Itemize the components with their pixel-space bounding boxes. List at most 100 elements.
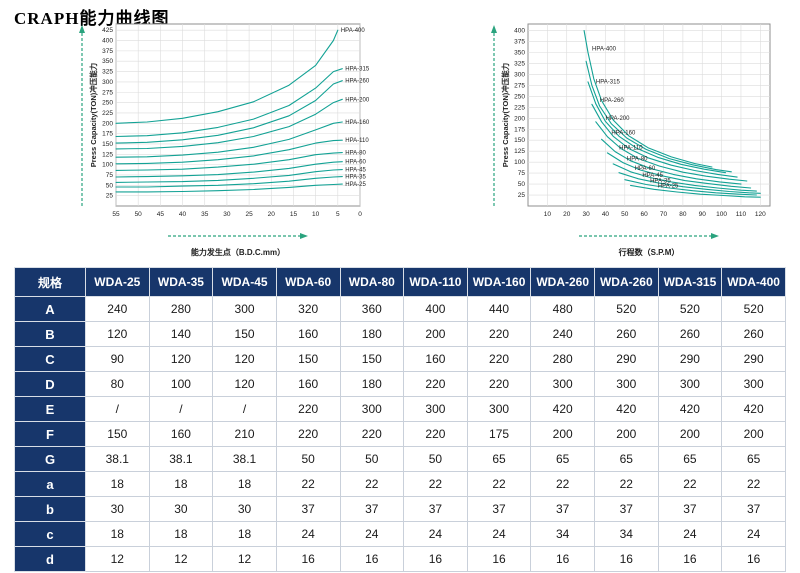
table-cell: 16 xyxy=(339,546,405,572)
column-header: WDA-315 xyxy=(657,267,723,297)
table-cell: 16 xyxy=(594,546,659,572)
table-cell: 260 xyxy=(721,321,786,347)
x-tick-label: 50 xyxy=(135,211,143,218)
series-curve xyxy=(115,80,343,144)
table-cell: 280 xyxy=(530,346,595,372)
table-cell: 22 xyxy=(657,471,723,497)
table-cell: 520 xyxy=(657,296,723,322)
table-cell: 260 xyxy=(594,321,659,347)
y-tick-label: 225 xyxy=(514,104,525,111)
series-curve xyxy=(115,29,339,124)
table-cell: 240 xyxy=(530,321,595,347)
table-cell: 220 xyxy=(403,371,468,397)
table-row: d 12 12 12 16 16 16 16 16 16 16 16 xyxy=(14,546,786,572)
table-cell: 65 xyxy=(721,446,786,472)
table-row: b 30 30 30 37 37 37 37 37 37 37 37 xyxy=(14,496,786,522)
table-cell: 37 xyxy=(657,496,723,522)
table-cell: 50 xyxy=(403,446,468,472)
table-cell: 16 xyxy=(530,546,595,572)
x-tick-label: 5 xyxy=(336,211,340,218)
series-label: HPA-160 xyxy=(345,120,370,126)
column-header: WDA-260 xyxy=(530,267,595,297)
table-cell: 65 xyxy=(657,446,723,472)
table-cell: 22 xyxy=(339,471,405,497)
x-tick-label: 40 xyxy=(602,211,610,218)
column-header: WDA-45 xyxy=(212,267,277,297)
y-tick-label: 300 xyxy=(102,79,113,86)
series-label: HPA-60 xyxy=(345,160,366,166)
y-tick-label: 225 xyxy=(102,110,113,117)
row-label: A xyxy=(14,296,86,322)
column-header: WDA-110 xyxy=(403,267,468,297)
table-cell: 175 xyxy=(466,421,532,447)
table-cell: 24 xyxy=(657,521,723,547)
series-label: HPA-400 xyxy=(592,47,617,53)
table-cell: 220 xyxy=(339,421,405,447)
series-curve xyxy=(618,172,761,194)
table-cell: 320 xyxy=(275,296,341,322)
series-label: HPA-60 xyxy=(635,166,656,172)
table-cell: 12 xyxy=(85,546,150,572)
table-cell: 65 xyxy=(594,446,659,472)
x-tick-label: 55 xyxy=(112,211,120,218)
table-cell: 50 xyxy=(339,446,405,472)
x-axis-label: 能力发生点（B.D.C.mm） xyxy=(191,247,285,257)
column-header: WDA-35 xyxy=(148,267,214,297)
table-cell: 220 xyxy=(275,396,341,422)
table-cell: 160 xyxy=(148,421,214,447)
table-cell: 200 xyxy=(530,421,595,447)
column-header: WDA-25 xyxy=(85,267,150,297)
y-tick-label: 400 xyxy=(514,28,525,35)
table-cell: 24 xyxy=(275,521,341,547)
table-cell: 260 xyxy=(657,321,723,347)
table-cell: 180 xyxy=(339,371,405,397)
series-label: HPA-160 xyxy=(611,131,636,137)
spec-table: 规格 WDA-25 WDA-35 WDA-45 WDA-60 WDA-80 WDA-110 W… xyxy=(14,267,786,572)
x-tick-label: 110 xyxy=(736,211,747,218)
table-row: B 120 140 150 160 180 200 220 240 260 260 260 xyxy=(14,321,786,347)
table-cell: 120 xyxy=(85,321,150,347)
table-cell: 160 xyxy=(403,346,468,372)
series-curve xyxy=(115,169,343,183)
x-tick-label: 80 xyxy=(679,211,687,218)
table-cell: 16 xyxy=(275,546,341,572)
y-tick-label: 200 xyxy=(514,115,525,122)
y-tick-label: 75 xyxy=(518,170,526,177)
table-cell: 37 xyxy=(594,496,659,522)
table-cell: 37 xyxy=(339,496,405,522)
series-label: HPA-260 xyxy=(345,79,370,85)
table-cell: 34 xyxy=(530,521,595,547)
table-cell: 22 xyxy=(275,471,341,497)
y-axis-label: Press Capacity(TON)冲压能力 xyxy=(500,63,510,167)
row-label: a xyxy=(14,471,86,497)
series-curve xyxy=(630,184,761,198)
table-cell: 18 xyxy=(212,521,277,547)
series-label: HPA-315 xyxy=(345,67,370,73)
x-tick-label: 10 xyxy=(312,211,320,218)
y-tick-label: 100 xyxy=(514,159,525,166)
table-cell: 16 xyxy=(657,546,723,572)
series-curve xyxy=(115,98,343,150)
series-label: HPA-25 xyxy=(658,183,679,189)
x-tick-label: 70 xyxy=(660,211,668,218)
table-cell: 37 xyxy=(403,496,468,522)
table-cell: 290 xyxy=(721,346,786,372)
y-tick-label: 125 xyxy=(514,148,525,155)
series-label: HPA-315 xyxy=(596,79,621,85)
x-tick-label: 30 xyxy=(582,211,590,218)
column-header: WDA-60 xyxy=(275,267,341,297)
table-cell: 18 xyxy=(212,471,277,497)
series-curve xyxy=(601,138,742,185)
y-tick-label: 25 xyxy=(106,193,114,200)
table-cell: 300 xyxy=(657,371,723,397)
table-cell: 18 xyxy=(148,521,214,547)
x-tick-label: 20 xyxy=(563,211,571,218)
table-cell: 420 xyxy=(721,396,786,422)
series-curve xyxy=(115,183,343,193)
x-axis-label: 行程数（S.P.M） xyxy=(618,247,680,257)
table-cell: 16 xyxy=(466,546,532,572)
table-cell: 22 xyxy=(530,471,595,497)
row-label: b xyxy=(14,496,86,522)
x-tick-label: 60 xyxy=(641,211,649,218)
y-tick-label: 175 xyxy=(102,131,113,138)
